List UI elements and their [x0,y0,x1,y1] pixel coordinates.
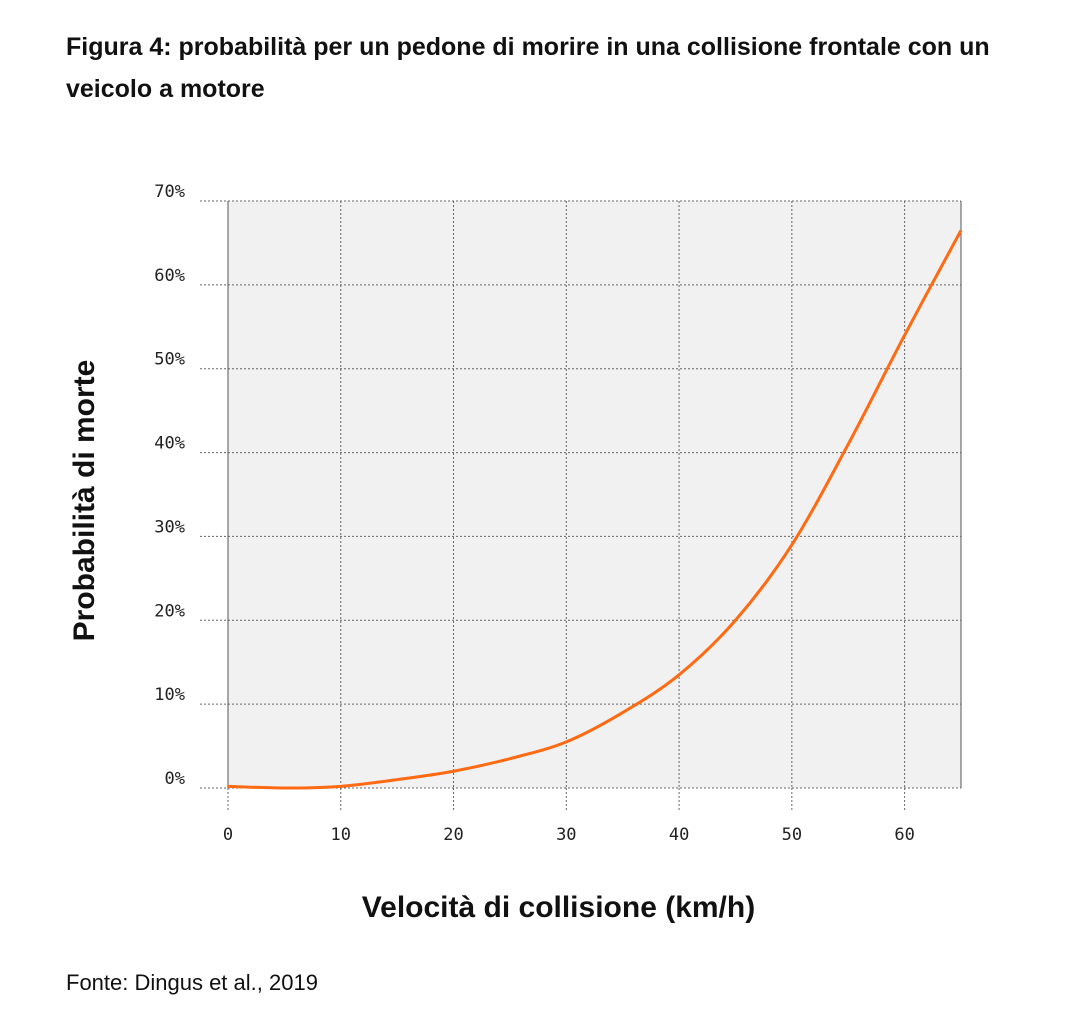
x-tick-label: 0 [223,825,233,845]
y-tick-label: 10% [154,685,185,705]
x-tick-label: 40 [669,825,689,845]
x-tick-label: 10 [331,825,351,845]
y-tick-label: 0% [165,769,185,789]
y-tick-label: 60% [154,266,185,286]
x-axis-title: Velocità di collisione (km/h) [362,891,755,924]
y-axis-ticks: 0% 10% 20% 30% 40% 50% 60% 70% [154,182,185,789]
grid-lines [200,200,962,812]
x-tick-label: 50 [782,825,802,845]
y-tick-label: 70% [154,182,185,202]
x-axis-ticks: 0 10 20 30 40 50 60 [223,825,915,845]
chart-title: Figura 4: probabilità per un pedone di m… [66,33,990,103]
y-tick-label: 50% [154,350,185,370]
plot-area [228,201,961,788]
series-line [227,229,963,790]
x-tick-label: 30 [556,825,576,845]
y-tick-label: 20% [154,601,185,621]
y-axis-title: Probabilità di morte [68,360,101,642]
y-tick-label: 40% [154,434,185,454]
x-tick-label: 60 [894,825,914,845]
x-tick-label: 20 [443,825,463,845]
source-note: Fonte: Dingus et al., 2019 [66,970,318,995]
y-tick-label: 30% [154,517,185,537]
